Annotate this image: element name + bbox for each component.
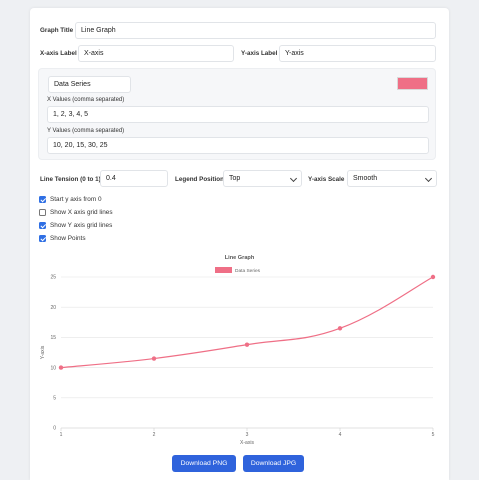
y-axis-scale-label: Y-axis Scale (308, 176, 345, 183)
line-tension-input[interactable]: 0.4 (100, 170, 168, 187)
x-axis-label-input[interactable]: X-axis (78, 45, 234, 62)
download-png-button[interactable]: Download PNG (172, 455, 236, 472)
option-label: Show Points (50, 234, 86, 242)
show-y-grid-option[interactable]: Show Y axis grid lines (39, 220, 112, 230)
checkbox-show-x-grid[interactable] (39, 208, 46, 216)
show-points-option[interactable]: Show Points (39, 233, 86, 243)
checkbox-show-points[interactable] (39, 234, 46, 242)
legend-position-value: Top (229, 175, 241, 182)
y-axis-scale-select[interactable]: Smooth (347, 170, 437, 187)
y-values-input[interactable]: 10, 20, 15, 30, 25 (47, 137, 429, 154)
x-values-label: X Values (comma separated) (47, 97, 125, 103)
option-label: Show Y axis grid lines (50, 221, 113, 229)
line-tension-label: Line Tension (0 to 1) (40, 176, 101, 183)
checkbox-start-y-from-zero[interactable] (39, 195, 46, 203)
x-axis-label-label: X-axis Label (40, 50, 77, 57)
graph-title-input[interactable]: Line Graph (75, 22, 436, 39)
show-x-grid-option[interactable]: Show X axis grid lines (39, 207, 113, 217)
series-color-picker[interactable] (397, 77, 428, 90)
option-label: Show X axis grid lines (50, 208, 113, 216)
y-axis-scale-value: Smooth (353, 175, 378, 182)
start-y-from-zero-option[interactable]: Start y axis from 0 (39, 194, 102, 204)
x-values-input[interactable]: 1, 2, 3, 4, 5 (47, 106, 429, 123)
graph-title-label: Graph Title (40, 27, 74, 34)
option-label: Start y axis from 0 (50, 195, 102, 203)
series-name-input[interactable]: Data Series (48, 76, 131, 93)
download-jpg-button[interactable]: Download JPG (243, 455, 304, 472)
y-axis-label-input[interactable]: Y-axis (279, 45, 436, 62)
checkbox-show-y-grid[interactable] (39, 221, 46, 229)
y-values-label: Y Values (comma separated) (47, 128, 125, 134)
y-axis-label-label: Y-axis Label (241, 50, 278, 57)
legend-position-select[interactable]: Top (223, 170, 302, 187)
legend-position-label: Legend Position (175, 176, 224, 183)
